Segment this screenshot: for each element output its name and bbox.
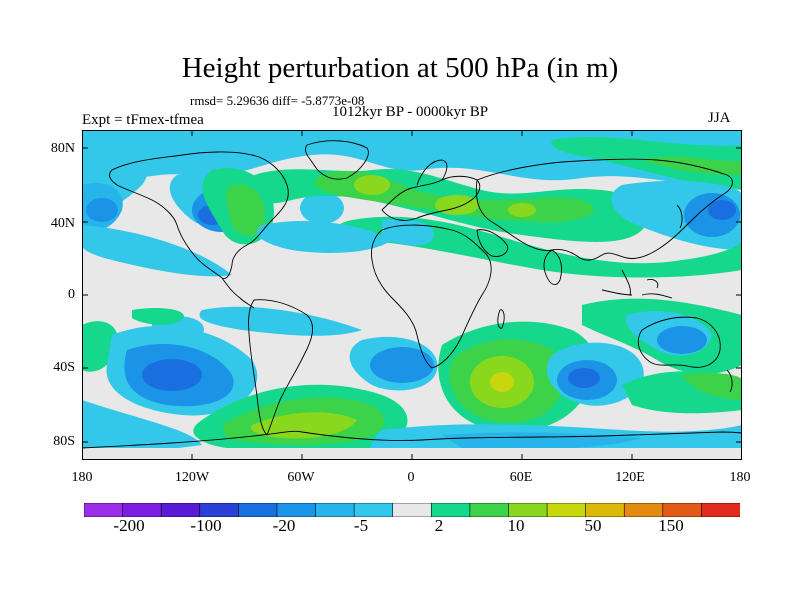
season-label: JJA	[708, 110, 731, 126]
colorbar-swatch	[585, 503, 626, 517]
colorbar-swatch	[392, 503, 433, 517]
colorbar-label: -20	[272, 516, 296, 535]
colorbar-swatch	[508, 503, 548, 517]
colorbar-swatch	[623, 503, 664, 517]
colorbar-label: -5	[353, 516, 369, 535]
colorbar-label: 10	[507, 516, 525, 535]
colorbar-label: -200	[113, 516, 145, 535]
height-perturbation-map	[82, 130, 742, 460]
experiment-label: Expt = tFmex-tfmea	[82, 112, 204, 128]
colorbar-swatch	[276, 503, 317, 517]
colorbar-swatch	[315, 503, 355, 517]
colorbar-swatch	[546, 503, 587, 517]
rmsd-diff-stats: rmsd= 5.29636 diff= -5.8773e-08	[190, 93, 365, 108]
x-tick-label: 120E	[615, 470, 645, 485]
y-tick-label: 80S	[53, 434, 75, 449]
colorbar-swatch	[84, 503, 124, 517]
x-tick-label: 180	[729, 470, 751, 485]
colorbar-label: -100	[190, 516, 222, 535]
colorbar-swatch	[122, 503, 162, 517]
x-tick-label: 120W	[174, 470, 210, 485]
coastlines	[82, 140, 742, 449]
colorbar-swatch	[160, 503, 201, 517]
y-tick-label: 80N	[50, 141, 75, 156]
y-tick-label: 40N	[50, 216, 75, 231]
colorbar-label: 150	[658, 516, 684, 535]
contour-fill-layer	[82, 130, 742, 460]
colorbar-swatch	[701, 503, 740, 517]
y-tick-label: 0	[68, 287, 75, 302]
map-frame	[82, 130, 742, 460]
x-tick-label: 180	[71, 470, 93, 485]
colorbar-swatch	[469, 503, 510, 517]
period-label: 1012kyr BP - 0000kyr BP	[331, 104, 489, 120]
x-tick-label: 60E	[509, 470, 533, 485]
colorbar-swatch	[238, 503, 278, 517]
y-tick-label: 40S	[53, 360, 75, 375]
colorbar-swatch	[199, 503, 240, 517]
colorbar-swatch	[430, 503, 471, 517]
x-tick-label: 60W	[287, 470, 315, 485]
map-title: Height perturbation at 500 hPa (in m)	[181, 52, 619, 84]
x-tick-label: 0	[407, 470, 415, 485]
colorbar-label: 2	[434, 516, 444, 535]
colorbar-swatch	[662, 503, 703, 517]
colorbar	[84, 503, 740, 517]
colorbar-swatch	[353, 503, 394, 517]
colorbar-label: 50	[584, 516, 602, 535]
